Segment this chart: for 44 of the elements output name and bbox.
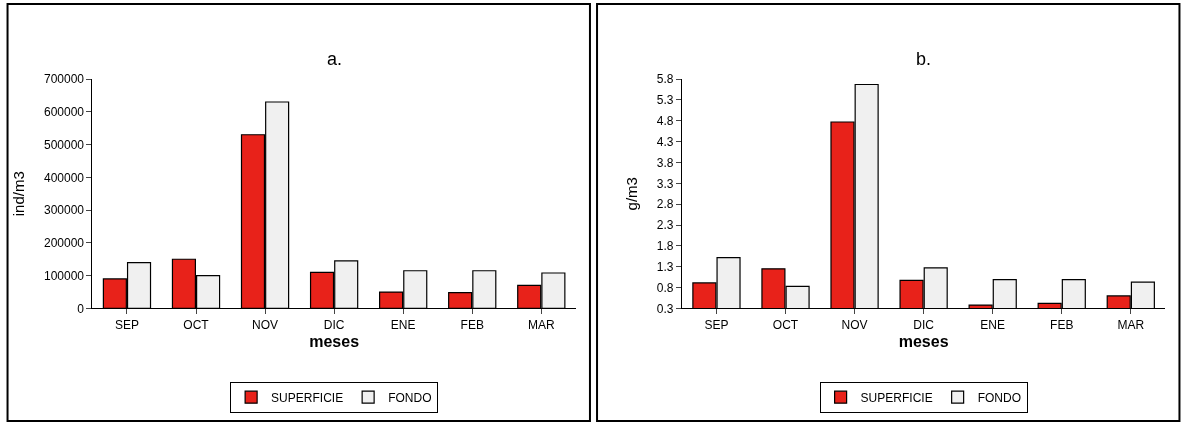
x-tick-label: NOV — [841, 317, 868, 332]
legend-label: SUPERFICIE — [860, 390, 933, 405]
legend-label: FONDO — [977, 390, 1021, 405]
x-tick-label: DIC — [913, 317, 935, 332]
y-tick-label: 2.8 — [656, 197, 674, 212]
y-tick-label: 0.8 — [656, 280, 674, 295]
y-tick-label: 5.8 — [656, 72, 674, 87]
x-tick-label: ENE — [390, 317, 416, 332]
y-tick-label: 1.3 — [656, 259, 674, 274]
y-tick-label: 400000 — [43, 170, 85, 185]
y-tick-label: 0.3 — [656, 301, 674, 316]
y-tick-label: 5.3 — [656, 93, 674, 108]
x-tick-label: DIC — [323, 317, 345, 332]
legend-label: SUPERFICIE — [271, 390, 344, 405]
chart-title: b. — [916, 49, 932, 69]
chart-title: a. — [327, 49, 343, 69]
x-axis-title: meses — [898, 332, 949, 350]
y-tick-label: 300000 — [43, 203, 85, 218]
y-tick-label: 200000 — [43, 236, 85, 251]
x-axis-title: meses — [309, 332, 360, 350]
y-tick-label: 4.3 — [656, 134, 674, 149]
legend-label: FONDO — [388, 390, 432, 405]
x-tick-label: OCT — [183, 317, 210, 332]
y-tick-label: 3.8 — [656, 155, 674, 170]
x-tick-label: NOV — [252, 317, 279, 332]
x-tick-label: MAR — [527, 317, 555, 332]
y-tick-label: 1.8 — [656, 239, 674, 254]
y-tick-label: 600000 — [43, 105, 85, 120]
y-tick-label: 100000 — [43, 268, 85, 283]
x-tick-label: MAR — [1117, 317, 1145, 332]
y-tick-label: 500000 — [43, 137, 85, 152]
x-tick-label: ENE — [980, 317, 1006, 332]
y-tick-label: 3.3 — [656, 176, 674, 191]
y-tick-label: 4.8 — [656, 113, 674, 128]
x-tick-label: OCT — [772, 317, 799, 332]
y-axis-title: ind/m3 — [10, 171, 28, 217]
x-tick-label: FEB — [460, 317, 484, 332]
y-axis-title: g/m3 — [623, 177, 641, 211]
x-tick-label: SEP — [114, 317, 139, 332]
y-tick-label: 700000 — [43, 72, 85, 87]
y-tick-label: 2.3 — [656, 218, 674, 233]
x-tick-label: FEB — [1050, 317, 1074, 332]
y-tick-label: 0 — [77, 301, 85, 316]
x-tick-label: SEP — [704, 317, 729, 332]
